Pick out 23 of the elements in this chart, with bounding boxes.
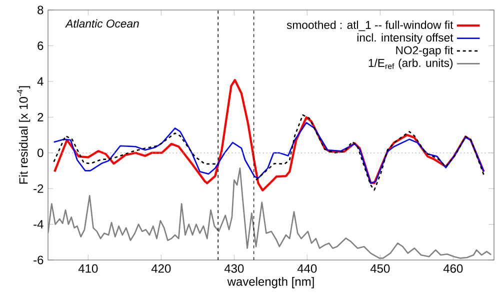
line-series <box>53 122 484 184</box>
x-tick-label: 430 <box>224 264 244 273</box>
x-tick-label: 450 <box>370 264 390 273</box>
y-tick-label: -2 <box>34 184 44 193</box>
legend-label: smoothed : atl_1 -- full-window fit <box>286 20 454 32</box>
y-axis-title: Fit residual [x 10$^{-4}$] <box>17 86 30 184</box>
x-tick-label: 440 <box>297 264 317 273</box>
y-tick-label: 4 <box>37 77 44 86</box>
legend-label: NO2-gap fit <box>396 46 454 57</box>
y-tick-label: -6 <box>34 256 44 264</box>
y-tick-label: 0 <box>38 148 44 158</box>
y-tick-label: 6 <box>38 41 44 50</box>
x-tick-label: 410 <box>78 264 98 273</box>
y-tick-label: -4 <box>34 220 44 228</box>
annotation: Atlantic Ocean <box>65 19 139 28</box>
legend-label: 1/E$_{ref}$ (arb. units) <box>368 58 453 70</box>
legend-label: incl. intensity offset <box>357 33 454 44</box>
y-tick-label: 2 <box>38 112 44 122</box>
x-axis-title: wavelength [nm] <box>227 277 314 288</box>
x-tick-label: 460 <box>443 264 463 273</box>
x-tick-label: 420 <box>151 264 171 273</box>
y-tick-label: 8 <box>38 6 44 14</box>
line-series <box>54 78 485 192</box>
